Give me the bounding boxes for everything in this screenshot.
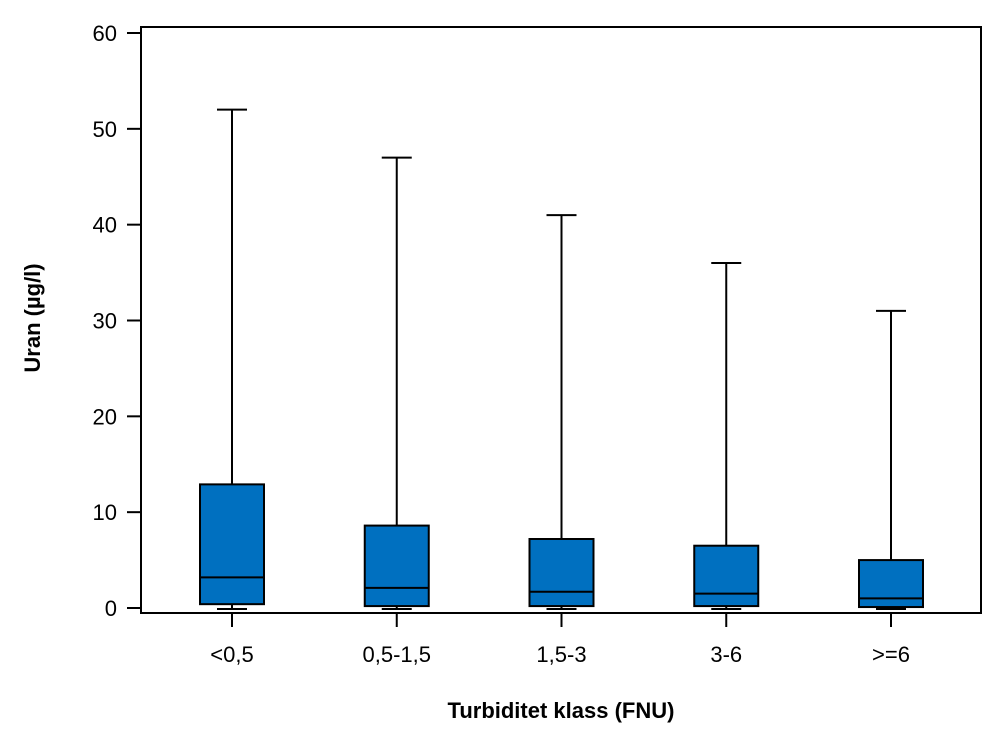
x-tick-label: <0,5 <box>210 642 253 667</box>
x-tick-label: 3-6 <box>710 642 742 667</box>
box-2 <box>363 156 430 610</box>
y-tick-label: 30 <box>93 309 117 334</box>
y-axis: 0 10 20 30 40 50 60 <box>93 21 141 621</box>
y-tick-label: 50 <box>93 117 117 142</box>
box-iqr <box>363 524 430 608</box>
boxes-group <box>199 108 924 610</box>
box-4 <box>693 262 760 610</box>
x-axis: <0,5 0,5-1,5 1,5-3 3-6 >=6 <box>210 613 910 667</box>
y-tick-label: 10 <box>93 500 117 525</box>
x-tick-label: 0,5-1,5 <box>363 642 432 667</box>
x-axis-title: Turbiditet klass (FNU) <box>448 698 675 723</box>
x-tick-label: >=6 <box>872 642 910 667</box>
y-tick-label: 40 <box>93 213 117 238</box>
y-tick-label: 20 <box>93 404 117 429</box>
box-5 <box>858 309 924 610</box>
x-tick-label: 1,5-3 <box>536 642 586 667</box>
box-iqr <box>528 538 595 608</box>
y-tick-label: 60 <box>93 21 117 46</box>
y-tick-label: 0 <box>105 596 117 621</box>
box-iqr <box>693 544 760 608</box>
box-3 <box>528 214 595 610</box>
y-axis-title: Uran (µg/l) <box>20 263 45 372</box>
box-1 <box>199 108 265 610</box>
box-iqr <box>858 559 924 609</box>
box-iqr <box>199 483 265 606</box>
